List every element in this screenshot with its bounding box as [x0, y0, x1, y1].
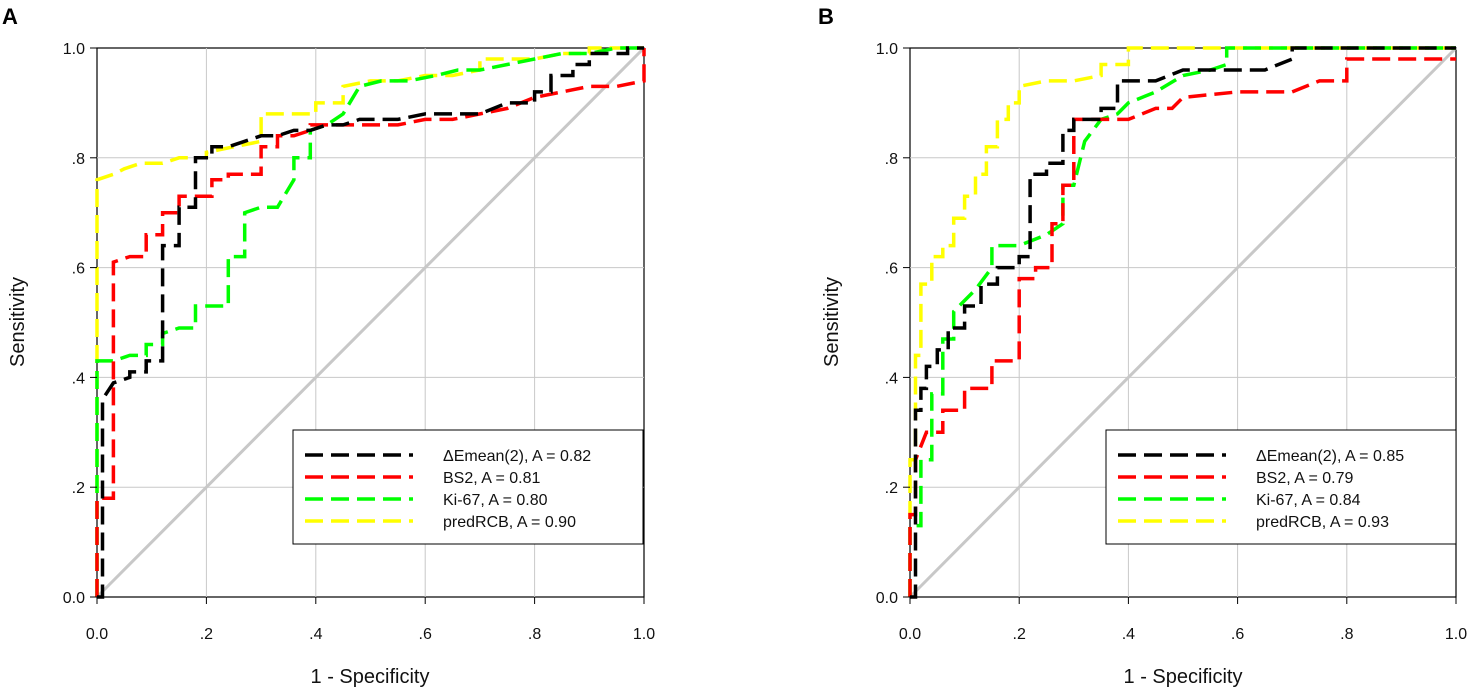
- y-tick-label: 1.0: [63, 41, 85, 58]
- legend-label: ΔEmean(2), A = 0.85: [1256, 448, 1404, 465]
- legend-label: predRCB, A = 0.90: [443, 514, 576, 531]
- x-tick-label: .8: [528, 626, 541, 643]
- y-tick-label: .4: [72, 370, 85, 387]
- roc-curve-4: [95, 46, 644, 597]
- roc-curve-2: [95, 48, 646, 597]
- legend-label: BS2, A = 0.81: [443, 470, 541, 487]
- y-tick-label: .4: [885, 370, 898, 387]
- x-tick-label: .6: [1231, 626, 1244, 643]
- panel-a-legend-box: [292, 429, 644, 545]
- y-tick-label: 1.0: [876, 41, 898, 58]
- y-tick-label: .8: [885, 151, 898, 168]
- y-tick-label: .6: [72, 261, 85, 278]
- panel-a-y-ticks: 0.0 .2 .4 .6 .8 1.0: [63, 41, 97, 607]
- x-tick-label: 1.0: [1445, 626, 1467, 643]
- panel-b: B 0.0 .2 .4 .6 .8 1.0 0.0 .2 .4 .6 .8 1.0 1 - Spec…: [818, 4, 1467, 688]
- x-tick-label: 1.0: [633, 626, 655, 643]
- roc-curve-3: [95, 46, 644, 597]
- y-tick-label: .2: [885, 480, 898, 497]
- panel-b-label: B: [818, 4, 834, 29]
- legend-label: Ki-67, A = 0.84: [1256, 492, 1361, 509]
- legend-label: Ki-67, A = 0.80: [443, 492, 548, 509]
- panel-b-legend-box: [1105, 429, 1457, 545]
- panel-b-y-ticks: 0.0 .2 .4 .6 .8 1.0: [876, 41, 910, 607]
- x-tick-label: .4: [309, 626, 322, 643]
- x-tick-label: .2: [200, 626, 213, 643]
- panel-a-y-axis-label: Sensitivity: [7, 277, 29, 367]
- legend-label: BS2, A = 0.79: [1256, 470, 1354, 487]
- x-tick-label: .8: [1340, 626, 1353, 643]
- y-tick-label: .6: [885, 261, 898, 278]
- panel-b-x-ticks: 0.0 .2 .4 .6 .8 1.0: [899, 597, 1467, 643]
- y-tick-label: 0.0: [876, 590, 898, 607]
- panel-a-x-ticks: 0.0 .2 .4 .6 .8 1.0: [86, 597, 655, 643]
- panel-b-legend: ΔEmean(2), A = 0.85 BS2, A = 0.79 Ki-67, A…: [1105, 429, 1457, 545]
- y-tick-label: 0.0: [63, 590, 85, 607]
- roc-curve-1: [97, 46, 644, 599]
- x-tick-label: .4: [1122, 626, 1135, 643]
- legend-label: ΔEmean(2), A = 0.82: [443, 448, 591, 465]
- legend-label: predRCB, A = 0.93: [1256, 514, 1389, 531]
- panel-b-diagonal: [908, 46, 1458, 599]
- x-tick-label: .6: [419, 626, 432, 643]
- x-tick-label: 0.0: [899, 626, 921, 643]
- panel-a-diagonal: [95, 46, 646, 599]
- panel-a-legend: ΔEmean(2), A = 0.82 BS2, A = 0.81 Ki-67, A…: [292, 429, 644, 545]
- panel-a-series: [95, 46, 646, 599]
- panel-a-label: A: [2, 4, 18, 29]
- roc-curve-3: [908, 46, 1456, 597]
- panel-b-x-axis-label: 1 - Specificity: [1124, 666, 1243, 688]
- roc-curve-1: [910, 46, 1456, 599]
- roc-curve-2: [908, 57, 1456, 597]
- panel-a-x-axis-label: 1 - Specificity: [311, 666, 430, 688]
- x-tick-label: .2: [1013, 626, 1026, 643]
- y-tick-label: .8: [72, 151, 85, 168]
- x-tick-label: 0.0: [86, 626, 108, 643]
- roc-curve-4: [908, 46, 1456, 597]
- panel-a: A 0.0 .2 .4 .6 .8 1.0 0.0 .2 .4 .6 .8 1.0 1 - Spec…: [2, 4, 655, 688]
- panel-b-series: [908, 46, 1456, 599]
- panel-b-y-axis-label: Sensitivity: [821, 277, 843, 367]
- y-tick-label: .2: [72, 480, 85, 497]
